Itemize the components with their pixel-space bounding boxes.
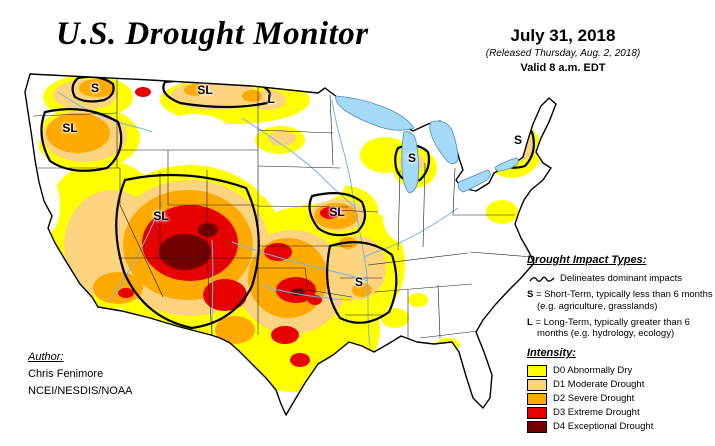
- legend-row-d2: D2 Severe Drought: [527, 393, 713, 405]
- d1-label: D1 Moderate Drought: [553, 379, 645, 391]
- date-block: July 31, 2018 (Released Thursday, Aug. 2…: [458, 26, 668, 74]
- d1-swatch: [527, 379, 547, 391]
- rivers: [57, 91, 459, 346]
- legend-row-d0: D0 Abnormally Dry: [527, 365, 713, 377]
- long-term-definition: L = Long-Term, typically greater than 6 …: [527, 317, 713, 341]
- lake-michigan: [401, 131, 420, 194]
- valid-time: Valid 8 a.m. EDT: [520, 62, 606, 74]
- impact-types-title: Drought Impact Types:: [527, 254, 647, 266]
- long-term-prefix: L: [527, 316, 533, 328]
- delineates-row: Delineates dominant impacts: [529, 273, 713, 285]
- d2-swatch: [527, 393, 547, 405]
- page-title: U.S. Drought Monitor: [56, 16, 369, 52]
- author-org: NCEI/NESDIS/NOAA: [28, 385, 133, 398]
- lake-ontario: [494, 157, 519, 172]
- squiggle-line-icon: [529, 276, 555, 282]
- legend-row-d3: D3 Extreme Drought: [527, 407, 713, 419]
- d3-swatch: [527, 407, 547, 419]
- lake-erie: [457, 169, 491, 193]
- delineates-label: Delineates dominant impacts: [560, 272, 682, 284]
- short-term-definition: S = Short-Term, typically less than 6 mo…: [527, 289, 713, 313]
- author-label: Author:: [28, 351, 64, 363]
- long-term-text: = Long-Term, typically greater than 6 mo…: [535, 316, 690, 340]
- d4-label: D4 Exceptional Drought: [553, 421, 654, 433]
- d0-swatch: [527, 365, 547, 377]
- d2-label: D2 Severe Drought: [553, 393, 635, 405]
- map-date: July 31, 2018: [510, 26, 616, 45]
- short-term-text: = Short-Term, typically less than 6 mont…: [535, 288, 713, 312]
- legend-row-d4: D4 Exceptional Drought: [527, 421, 713, 433]
- legend-row-d1: D1 Moderate Drought: [527, 379, 713, 391]
- lake-superior: [335, 95, 415, 131]
- short-term-prefix: S: [527, 288, 534, 300]
- intensity-title: Intensity:: [527, 347, 576, 360]
- drought-shading-d4: [159, 223, 305, 296]
- author-name: Chris Fenimore: [28, 368, 104, 381]
- author-block: Author: Chris Fenimore NCEI/NESDIS/NOAA: [28, 349, 133, 400]
- d4-swatch: [527, 421, 547, 433]
- intensity-legend: D0 Abnormally Dry D1 Moderate Drought D2…: [527, 365, 713, 433]
- legend-panel: Drought Impact Types: Delineates dominan…: [527, 254, 713, 435]
- d3-label: D3 Extreme Drought: [553, 407, 640, 419]
- us-outline: [24, 73, 557, 416]
- release-note: (Released Thursday, Aug. 2, 2018): [485, 48, 641, 59]
- lake-huron: [429, 120, 459, 165]
- no-drought-patches: [25, 74, 433, 244]
- d0-label: D0 Abnormally Dry: [553, 365, 633, 377]
- great-lakes: [335, 95, 519, 194]
- state-borders: [32, 78, 534, 340]
